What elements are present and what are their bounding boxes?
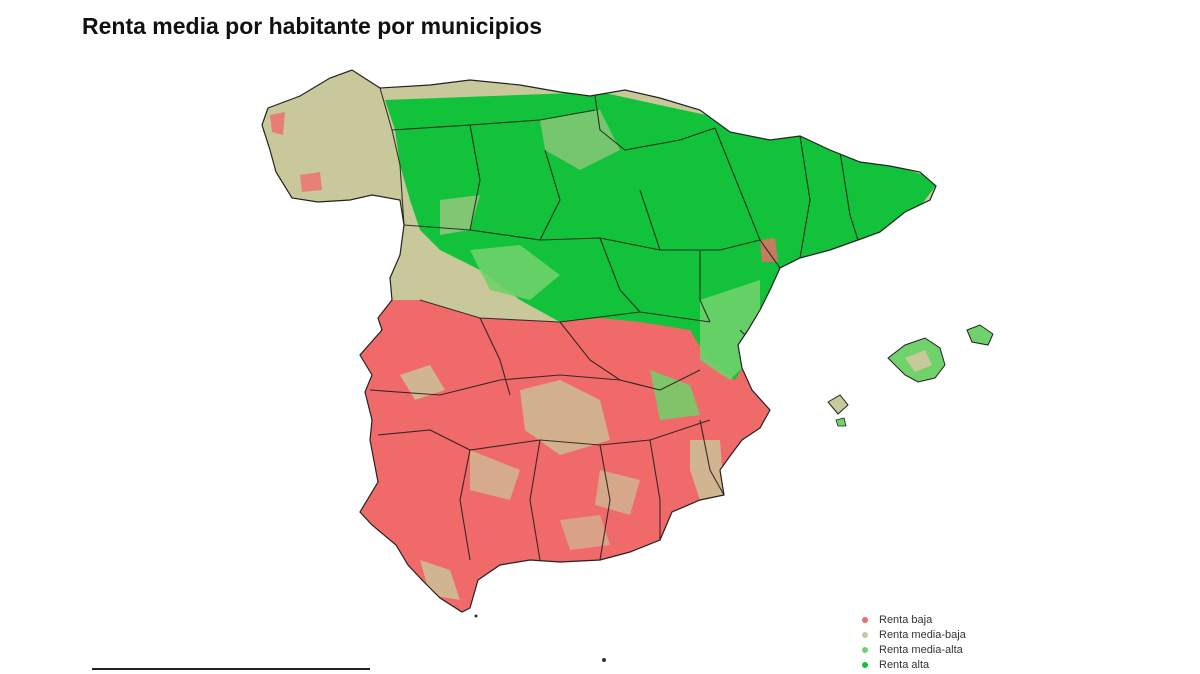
legend-dot-icon [862,661,868,668]
divider-line [92,668,370,670]
legend-label: Renta alta [879,658,930,671]
legend-item-renta-alta: Renta alta [862,657,966,672]
legend-dot-icon [862,646,868,653]
balearic-islands [827,324,994,427]
small-island-dot [602,658,606,662]
legend-label: Renta media-alta [879,643,963,656]
page-title: Renta media por habitante por municipios [82,13,543,39]
legend-item-renta-media-baja: Renta media-baja [862,627,966,642]
legend-item-renta-baja: Renta baja [862,612,966,627]
legend-dot-icon [862,631,868,638]
map-legend: Renta baja Renta media-baja Renta media-… [862,612,966,672]
legend-label: Renta baja [879,613,933,626]
small-island-dot [474,614,478,618]
legend-item-renta-media-alta: Renta media-alta [862,642,966,657]
peninsula [261,69,937,613]
legend-label: Renta media-baja [879,628,966,641]
legend-dot-icon [862,616,868,623]
